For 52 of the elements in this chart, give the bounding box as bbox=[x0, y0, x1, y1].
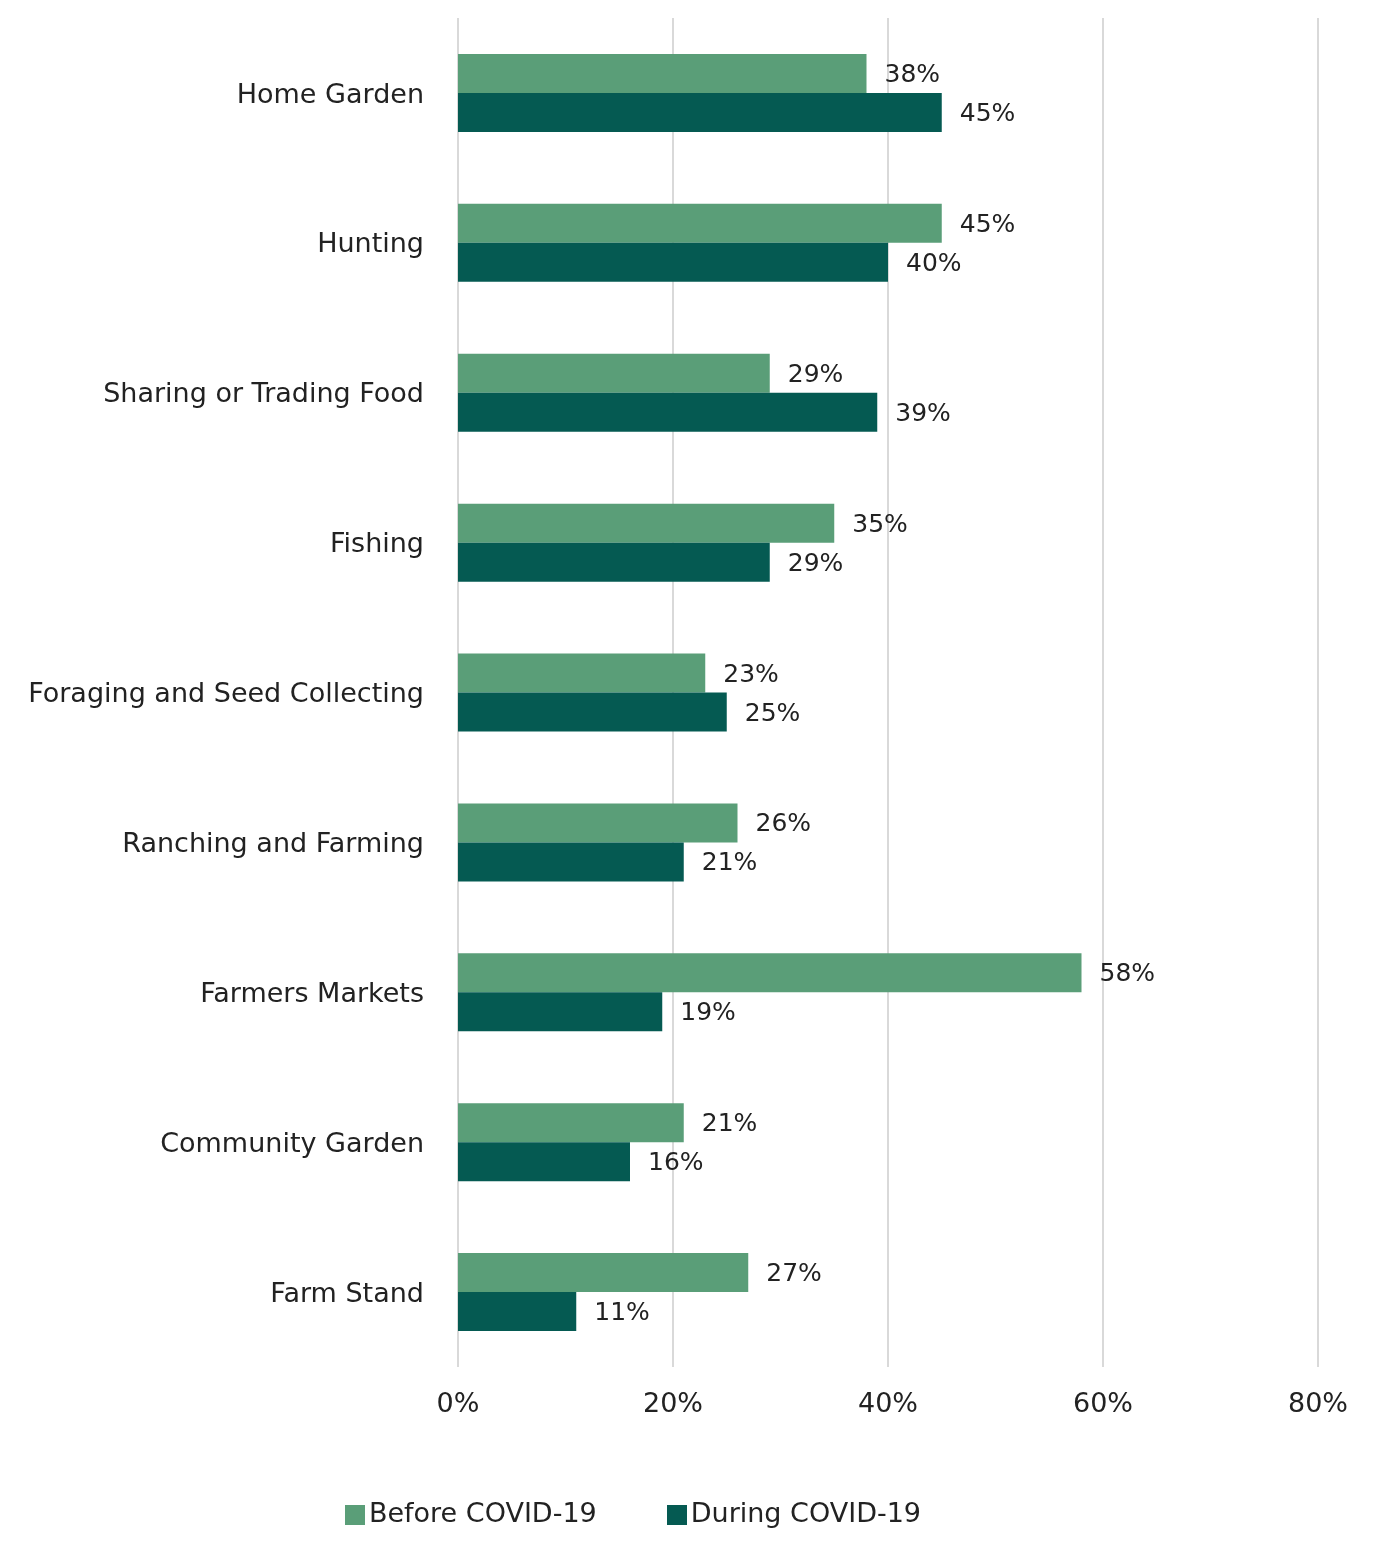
bar bbox=[458, 503, 835, 543]
y-tick-label: Hunting bbox=[317, 227, 424, 259]
data-label: 26% bbox=[755, 808, 812, 838]
data-label: 19% bbox=[680, 997, 736, 1027]
bar bbox=[458, 1292, 577, 1332]
bar bbox=[458, 92, 942, 132]
data-label: 16% bbox=[648, 1147, 704, 1177]
bar bbox=[458, 542, 770, 582]
bar bbox=[458, 1253, 749, 1293]
x-tick-label: 20% bbox=[642, 1387, 704, 1419]
data-label: 40% bbox=[906, 247, 962, 277]
bar bbox=[458, 803, 738, 843]
data-label: 11% bbox=[594, 1297, 650, 1327]
bar bbox=[458, 1142, 630, 1182]
data-label: 27% bbox=[766, 1258, 822, 1288]
x-tick-label: 40% bbox=[857, 1387, 919, 1419]
bar bbox=[458, 692, 727, 732]
legend-label: During COVID-19 bbox=[690, 1497, 922, 1528]
data-label: 58% bbox=[1099, 958, 1156, 988]
y-tick-label: Ranching and Farming bbox=[122, 826, 424, 858]
bar bbox=[458, 992, 663, 1032]
bar bbox=[458, 392, 878, 432]
bar bbox=[458, 242, 888, 282]
data-label: 45% bbox=[959, 208, 1016, 238]
x-tick-label: 80% bbox=[1287, 1387, 1349, 1419]
legend-label: Before COVID-19 bbox=[368, 1497, 597, 1528]
data-label: 23% bbox=[723, 658, 779, 688]
data-label: 29% bbox=[787, 547, 844, 577]
data-label: 29% bbox=[787, 358, 844, 388]
bar bbox=[458, 353, 770, 393]
y-tick-label: Farmers Markets bbox=[200, 976, 424, 1008]
data-label: 25% bbox=[744, 697, 801, 727]
data-label: 45% bbox=[959, 97, 1016, 127]
data-label: 35% bbox=[852, 508, 908, 538]
y-tick-label: Farm Stand bbox=[270, 1276, 424, 1308]
data-label: 39% bbox=[895, 397, 951, 427]
x-tick-label: 60% bbox=[1072, 1387, 1134, 1419]
y-tick-label: Sharing or Trading Food bbox=[103, 377, 424, 409]
bar bbox=[458, 842, 684, 882]
bar bbox=[458, 653, 706, 693]
bar bbox=[458, 953, 1082, 993]
bar bbox=[458, 1103, 684, 1143]
data-label: 21% bbox=[701, 1108, 758, 1138]
x-tick-label: 0% bbox=[436, 1387, 480, 1419]
y-tick-label: Foraging and Seed Collecting bbox=[28, 677, 424, 709]
bar bbox=[458, 203, 942, 243]
y-tick-label: Fishing bbox=[330, 527, 424, 559]
y-tick-label: Home Garden bbox=[236, 77, 424, 109]
data-label: 21% bbox=[701, 847, 758, 877]
y-tick-label: Community Garden bbox=[160, 1126, 424, 1158]
data-label: 38% bbox=[884, 58, 941, 88]
bar bbox=[458, 53, 867, 93]
